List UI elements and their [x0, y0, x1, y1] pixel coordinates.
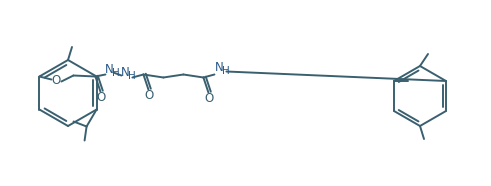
Text: N: N [215, 61, 224, 74]
Text: O: O [52, 74, 61, 87]
Text: O: O [205, 92, 214, 105]
Text: N: N [105, 63, 114, 76]
Text: H: H [111, 68, 119, 78]
Text: H: H [128, 70, 136, 81]
Text: N: N [121, 66, 130, 79]
Text: O: O [97, 91, 106, 104]
Text: O: O [145, 89, 154, 102]
Text: H: H [221, 65, 229, 76]
